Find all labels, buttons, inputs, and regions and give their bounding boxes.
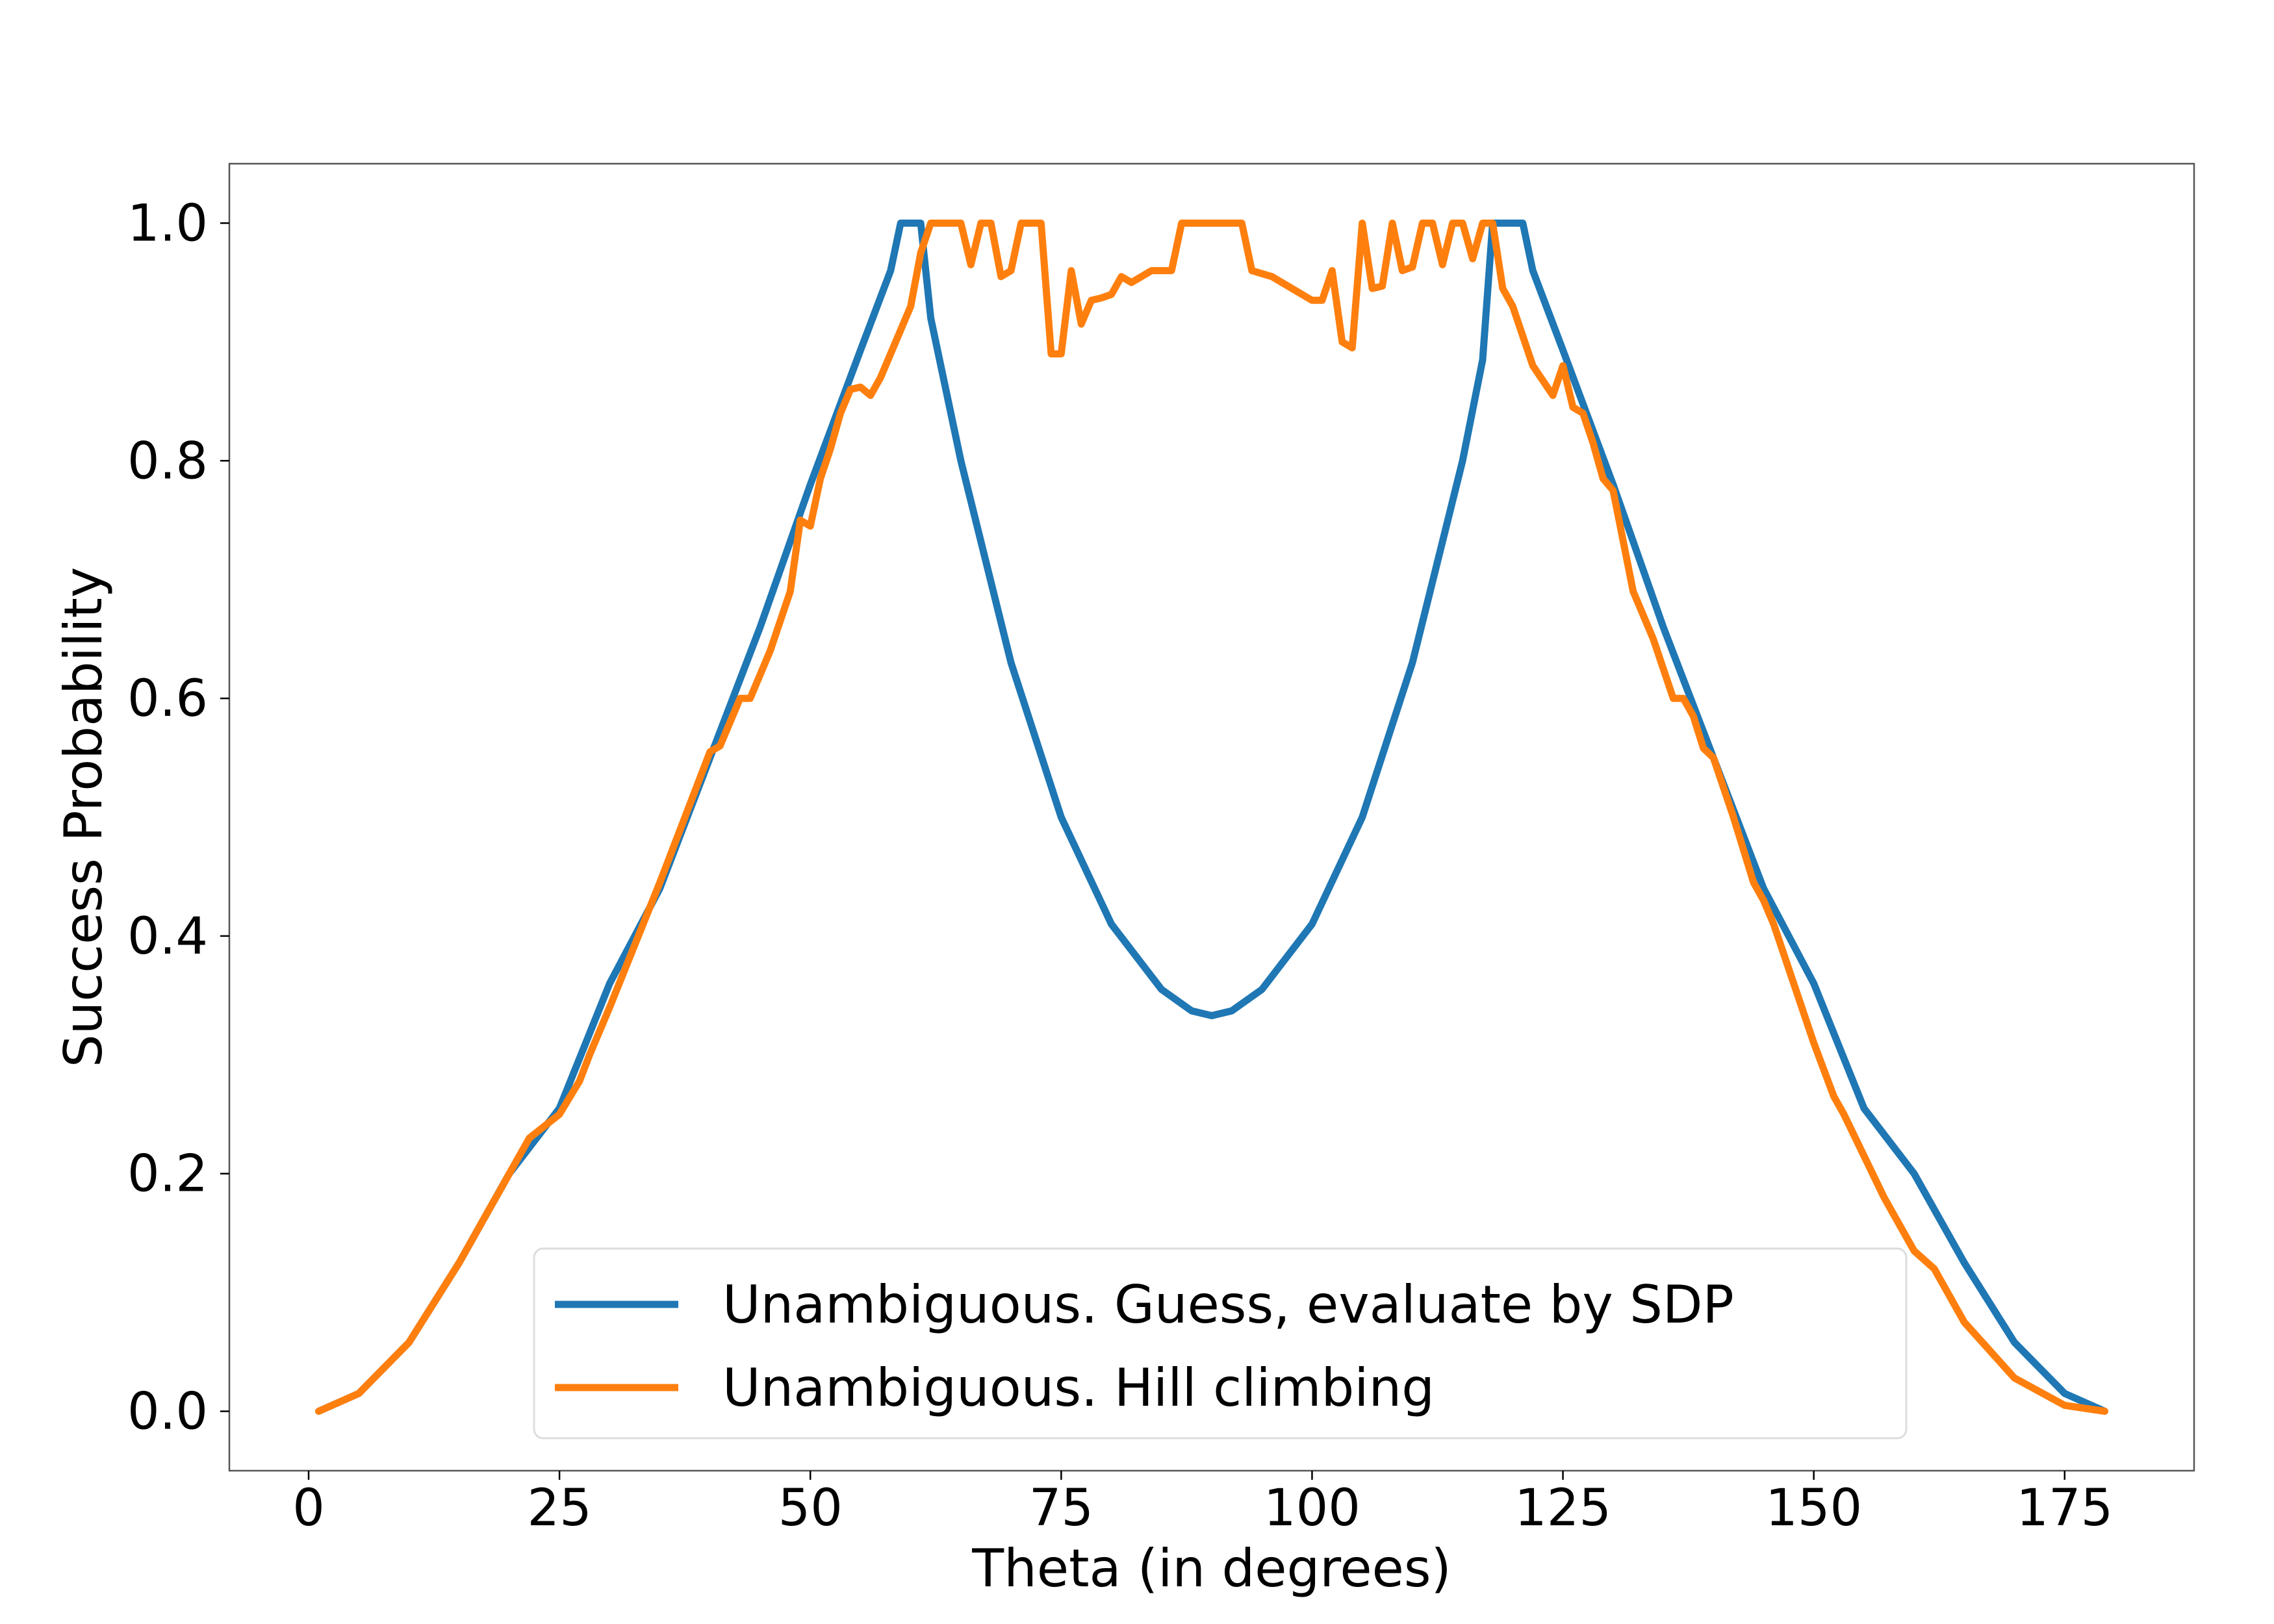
- x-tick-label: 50: [778, 1479, 843, 1538]
- x-tick-label: 100: [1264, 1479, 1361, 1538]
- x-axis-label: Theta (in degrees): [971, 1538, 1451, 1599]
- series-line-1: [315, 220, 2108, 1415]
- y-tick-label: 0.0: [127, 1383, 208, 1441]
- x-tick-label: 75: [1029, 1479, 1093, 1538]
- plot-frame: [228, 162, 2195, 1472]
- y-tick-label: 0.8: [127, 432, 208, 490]
- legend-box: [533, 1247, 1908, 1440]
- y-axis: 0.0 0.2 0.4 0.6 0.8 1.0: [127, 194, 229, 1441]
- y-tick-label: 0.4: [127, 907, 208, 966]
- plot-area: [315, 220, 2108, 1415]
- x-tick-label: 0: [292, 1479, 325, 1538]
- x-tick-label: 125: [1514, 1479, 1611, 1538]
- legend: Unambiguous. Guess, evaluate by SDP Unamb…: [533, 1247, 1908, 1440]
- x-axis: 0 25 50 75 100 125 150 175: [292, 1471, 2113, 1538]
- y-axis-label: Success Probability: [53, 567, 114, 1067]
- y-tick-label: 1.0: [127, 194, 208, 253]
- x-tick-label: 175: [2016, 1479, 2113, 1538]
- legend-label-0: Unambiguous. Guess, evaluate by SDP: [722, 1275, 1734, 1335]
- y-tick-label: 0.2: [127, 1145, 208, 1204]
- legend-label-1: Unambiguous. Hill climbing: [722, 1358, 1435, 1418]
- x-tick-label: 150: [1765, 1479, 1862, 1538]
- y-tick-label: 0.6: [127, 670, 208, 728]
- x-tick-label: 25: [527, 1479, 591, 1538]
